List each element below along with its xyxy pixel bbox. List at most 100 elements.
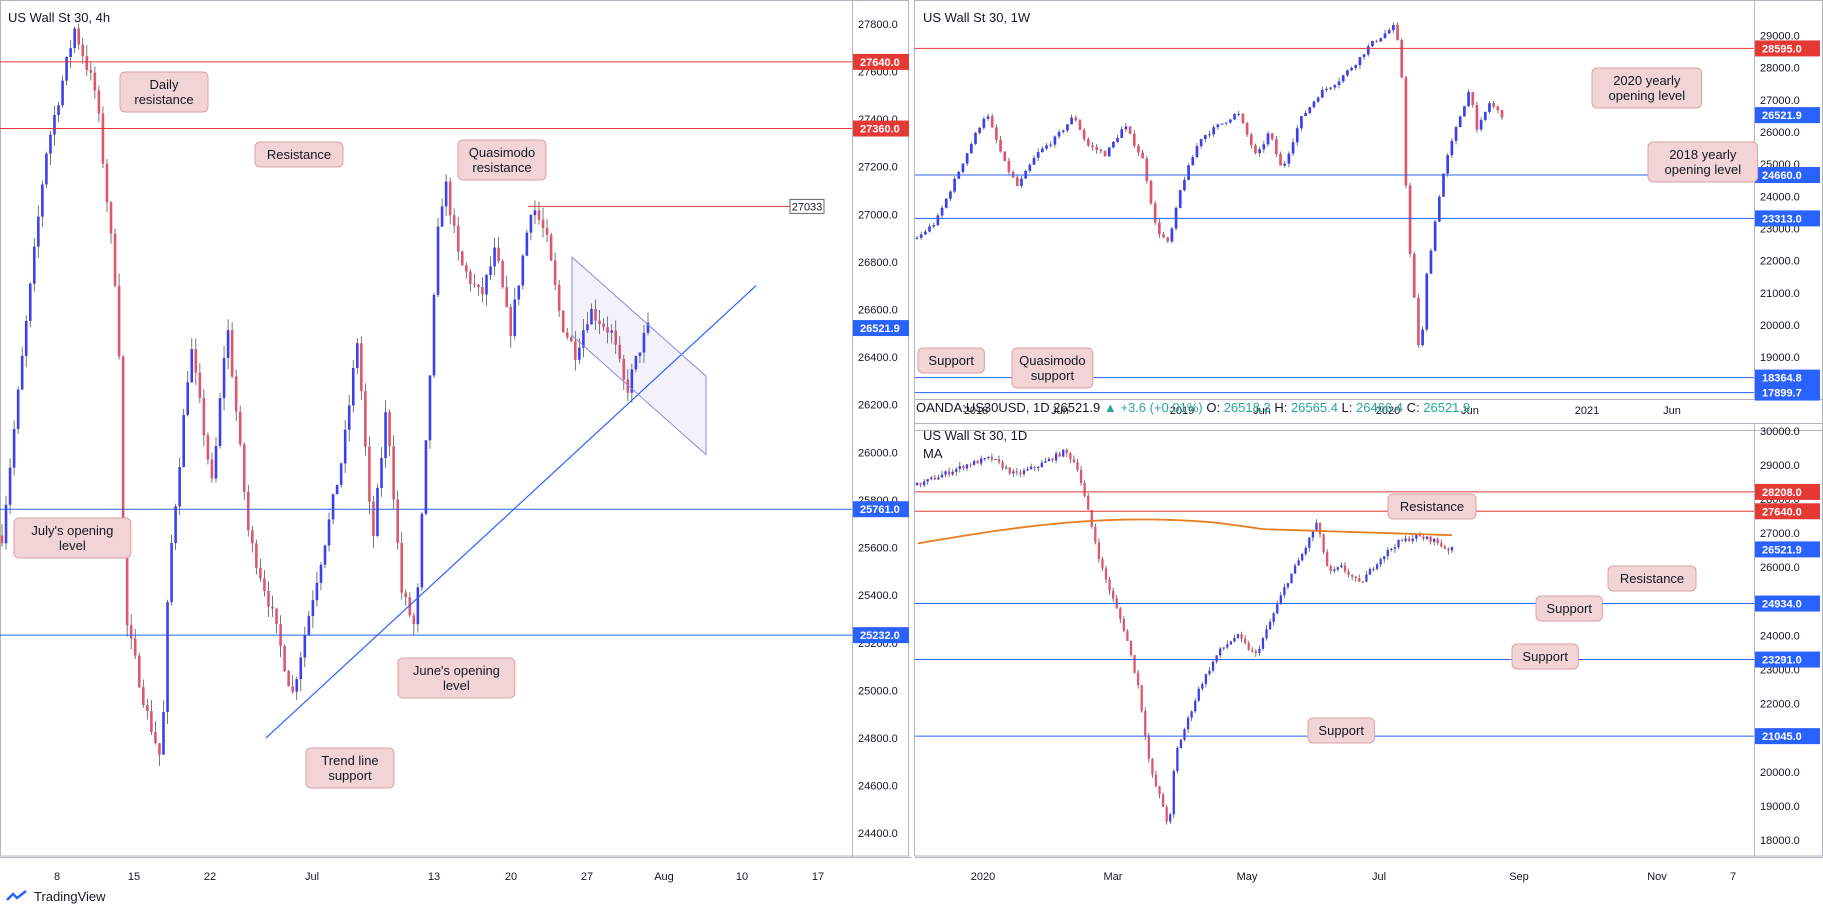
candle-body — [1162, 234, 1165, 238]
candle-body — [1144, 711, 1147, 737]
candle-body — [331, 494, 335, 520]
candle-body — [1425, 273, 1429, 330]
candle-body — [214, 446, 218, 479]
y-tick-label: 24400.0 — [858, 828, 898, 840]
candle-body — [267, 591, 270, 607]
candle-body — [1404, 77, 1408, 186]
candle-body — [1443, 546, 1447, 549]
x-tick-label: 8 — [54, 871, 60, 883]
candle-body — [392, 446, 395, 500]
candle-body — [129, 625, 133, 639]
candle-body — [969, 143, 973, 154]
annotation-box — [305, 747, 395, 789]
candle-body — [1375, 564, 1379, 569]
candle-body — [1065, 449, 1068, 453]
candle-body — [1133, 654, 1136, 673]
annotation-text: resistance — [134, 92, 193, 107]
candle-body — [1404, 538, 1407, 541]
candle-body — [1365, 574, 1368, 582]
candle-body — [1340, 565, 1343, 568]
candle-body — [949, 191, 952, 199]
candle-body — [1392, 25, 1395, 31]
candle-body — [473, 283, 476, 285]
x-tick-label: 2020 — [971, 871, 995, 883]
x-tick-label: 22 — [204, 871, 216, 883]
candle-body — [1158, 786, 1161, 795]
candle-body — [1279, 153, 1282, 166]
candle-body — [586, 324, 589, 331]
candle-body — [283, 646, 286, 672]
candle-body — [1178, 190, 1182, 208]
candle-body — [1275, 139, 1278, 154]
annotation-text: Support — [1318, 723, 1364, 738]
candle-body — [1049, 144, 1053, 146]
level-tag-label: 23291.0 — [1762, 655, 1802, 667]
candle-body — [1326, 552, 1329, 567]
candle-body — [594, 308, 597, 321]
candle-body — [1300, 116, 1303, 129]
moving-average-line — [917, 518, 1453, 545]
candle-body — [1375, 40, 1378, 42]
candle-body — [1020, 178, 1023, 186]
candle-body — [1276, 604, 1279, 614]
candle-body — [951, 471, 954, 475]
candle-body — [1475, 105, 1479, 130]
annotation-text: Resistance — [1620, 571, 1684, 586]
candle-body — [105, 163, 109, 203]
y-tick-label: 27000.0 — [1760, 528, 1800, 540]
candle-body — [1350, 575, 1354, 577]
candle-body — [1078, 120, 1082, 130]
candle-body — [1061, 130, 1065, 132]
candle-body — [1454, 127, 1458, 141]
candle-body — [944, 198, 948, 208]
candle-body — [1194, 700, 1197, 712]
candle-body — [1090, 509, 1093, 527]
candle-body — [275, 608, 278, 625]
candle-body — [1116, 137, 1119, 142]
candle-body — [20, 355, 24, 390]
panel-1: 27800.027600.027400.027200.027000.026800… — [0, 0, 912, 883]
candle-body — [251, 530, 254, 544]
candle-body — [1204, 674, 1208, 684]
annotation-box — [1607, 565, 1697, 592]
candle-body — [117, 285, 121, 357]
annotation-box — [13, 517, 132, 559]
level-tag-label: 18364.8 — [1762, 373, 1802, 385]
candle-body — [295, 679, 299, 692]
candle-body — [1341, 75, 1345, 82]
candle-body — [1005, 467, 1008, 469]
candle-body — [1054, 453, 1058, 461]
candle-body — [638, 352, 642, 357]
candle-body — [1346, 70, 1349, 76]
ohlc-part: 26518.3 — [1224, 400, 1275, 415]
candle-body — [545, 228, 549, 235]
panel-3: 30000.029000.028000.027000.026000.025000… — [915, 424, 1823, 883]
candle-body — [936, 215, 940, 226]
candle-body — [915, 237, 919, 239]
annotation-text: Resistance — [267, 147, 331, 162]
candle-body — [1112, 141, 1115, 148]
candle-body — [965, 153, 969, 164]
annotation-text: support — [328, 768, 372, 783]
candle-body — [1396, 25, 1399, 41]
candle-body — [259, 567, 262, 579]
candle-body — [1397, 540, 1400, 548]
candle-body — [1208, 134, 1211, 136]
candle-body — [1051, 458, 1054, 461]
candle-body — [1003, 151, 1007, 161]
candle-body — [1216, 124, 1220, 128]
candle-body — [1072, 459, 1076, 463]
candle-body — [481, 286, 484, 295]
candle-body — [1251, 649, 1254, 652]
level-tag-label: 27640.0 — [1762, 506, 1802, 518]
candle-body — [8, 467, 12, 505]
candle-body — [1201, 683, 1204, 689]
x-tick-label: Jul — [1372, 871, 1386, 883]
candle-body — [1057, 131, 1061, 137]
candle-body — [1316, 97, 1320, 102]
candle-body — [1496, 106, 1500, 111]
candle-body — [1086, 139, 1090, 146]
y-tick-label: 25400.0 — [858, 590, 898, 602]
candle-body — [347, 405, 351, 430]
candle-body — [1500, 110, 1504, 118]
